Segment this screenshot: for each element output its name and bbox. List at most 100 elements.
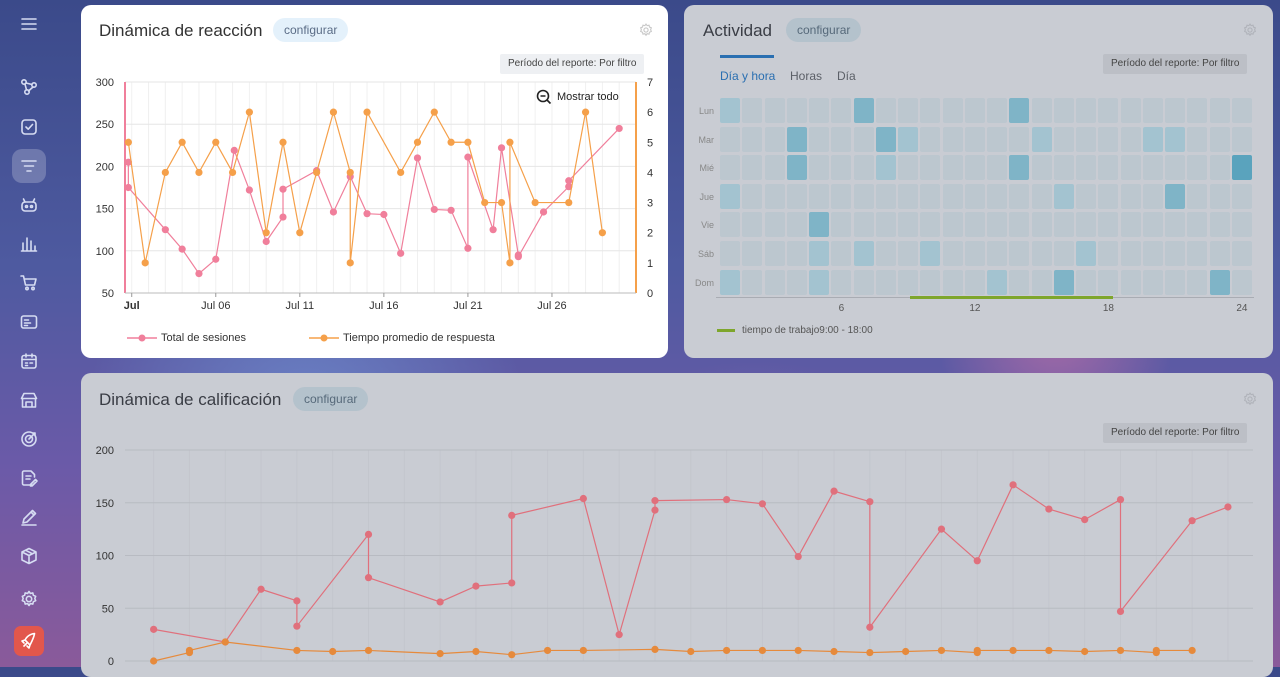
heatmap-cell[interactable] xyxy=(1031,126,1052,152)
heatmap-cell[interactable] xyxy=(831,212,852,238)
heatmap-cell[interactable] xyxy=(1120,126,1141,152)
heatmap-cell[interactable] xyxy=(742,212,763,238)
heatmap-cell[interactable] xyxy=(1098,98,1119,123)
heatmap-cell[interactable] xyxy=(831,126,852,152)
pen-icon[interactable] xyxy=(12,500,46,534)
heatmap-cell[interactable] xyxy=(1187,241,1208,266)
heatmap-cell[interactable] xyxy=(809,126,829,152)
activity-configure-button[interactable]: configurar xyxy=(786,18,862,42)
heatmap-cell[interactable] xyxy=(964,98,985,123)
heatmap-cell[interactable] xyxy=(1076,155,1096,181)
id-card-icon[interactable] xyxy=(12,305,46,339)
legend-response-time[interactable]: Tiempo promedio de respuesta xyxy=(309,332,495,344)
heatmap-cell[interactable] xyxy=(942,126,963,152)
heatmap-cell[interactable] xyxy=(987,98,1007,123)
heatmap-cell[interactable] xyxy=(1031,212,1052,238)
heatmap-cell[interactable] xyxy=(809,98,829,123)
heatmap-cell[interactable] xyxy=(1187,126,1208,152)
heatmap-cell[interactable] xyxy=(898,241,918,266)
heatmap-cell[interactable] xyxy=(1120,98,1141,123)
heatmap-cell[interactable] xyxy=(1209,241,1230,266)
heatmap-cell[interactable] xyxy=(1165,212,1185,238)
heatmap-cell[interactable] xyxy=(809,212,829,238)
heatmap-cell[interactable] xyxy=(1031,155,1052,181)
heatmap-cell[interactable] xyxy=(786,126,807,152)
reaction-period-filter[interactable]: Período del reporte: Por filtro xyxy=(500,54,645,74)
heatmap-cell[interactable] xyxy=(1231,155,1252,181)
edit-document-icon[interactable] xyxy=(12,461,46,495)
heatmap-cell[interactable] xyxy=(786,212,807,238)
heatmap-cell[interactable] xyxy=(1187,98,1208,123)
legend-sessions[interactable]: Total de sesiones xyxy=(127,332,246,344)
heatmap-cell[interactable] xyxy=(742,241,763,266)
rating-configure-button[interactable]: configurar xyxy=(293,387,369,411)
heatmap-cell[interactable] xyxy=(1231,183,1252,209)
store-icon[interactable] xyxy=(12,383,46,417)
heatmap-cell[interactable] xyxy=(875,98,896,123)
menu-icon[interactable] xyxy=(12,7,46,41)
heatmap-cell[interactable] xyxy=(742,183,763,209)
heatmap-cell[interactable] xyxy=(1009,155,1030,181)
heatmap-cell[interactable] xyxy=(1076,269,1096,295)
heatmap-cell[interactable] xyxy=(987,126,1007,152)
heatmap-cell[interactable] xyxy=(964,155,985,181)
heatmap-cell[interactable] xyxy=(1053,241,1074,266)
heatmap-cell[interactable] xyxy=(764,269,785,295)
heatmap-cell[interactable] xyxy=(786,183,807,209)
heatmap-cell[interactable] xyxy=(942,183,963,209)
heatmap-cell[interactable] xyxy=(898,183,918,209)
target-icon[interactable] xyxy=(12,422,46,456)
heatmap-cell[interactable] xyxy=(920,241,941,266)
heatmap-cell[interactable] xyxy=(920,155,941,181)
heatmap-cell[interactable] xyxy=(1053,269,1074,295)
heatmap-cell[interactable] xyxy=(1209,155,1230,181)
heatmap-cell[interactable] xyxy=(1187,155,1208,181)
cart-icon[interactable] xyxy=(12,266,46,300)
heatmap-cell[interactable] xyxy=(853,183,874,209)
heatmap-cell[interactable] xyxy=(1053,126,1074,152)
heatmap-cell[interactable] xyxy=(853,126,874,152)
activity-period-filter[interactable]: Período del reporte: Por filtro xyxy=(1103,54,1248,74)
heatmap-cell[interactable] xyxy=(764,183,785,209)
heatmap-cell[interactable] xyxy=(831,98,852,123)
heatmap-cell[interactable] xyxy=(720,155,740,181)
heatmap-cell[interactable] xyxy=(1098,155,1119,181)
heatmap-cell[interactable] xyxy=(898,155,918,181)
heatmap-cell[interactable] xyxy=(1120,241,1141,266)
heatmap-cell[interactable] xyxy=(1053,98,1074,123)
heatmap-cell[interactable] xyxy=(1142,126,1163,152)
heatmap-cell[interactable] xyxy=(987,241,1007,266)
heatmap-cell[interactable] xyxy=(964,269,985,295)
heatmap-cell[interactable] xyxy=(1209,126,1230,152)
heatmap-cell[interactable] xyxy=(742,269,763,295)
filter-icon[interactable] xyxy=(12,149,46,183)
show-all-button[interactable]: Mostrar todo xyxy=(536,89,619,105)
heatmap-cell[interactable] xyxy=(987,269,1007,295)
settings-icon[interactable] xyxy=(12,582,46,616)
heatmap-cell[interactable] xyxy=(764,126,785,152)
heatmap-cell[interactable] xyxy=(1009,126,1030,152)
heatmap-cell[interactable] xyxy=(1009,241,1030,266)
heatmap-cell[interactable] xyxy=(1076,126,1096,152)
heatmap-cell[interactable] xyxy=(786,241,807,266)
heatmap-cell[interactable] xyxy=(1187,183,1208,209)
heatmap-cell[interactable] xyxy=(1120,155,1141,181)
heatmap-cell[interactable] xyxy=(831,241,852,266)
heatmap-cell[interactable] xyxy=(875,155,896,181)
heatmap-cell[interactable] xyxy=(1165,269,1185,295)
heatmap-cell[interactable] xyxy=(875,212,896,238)
heatmap-cell[interactable] xyxy=(1187,269,1208,295)
heatmap-cell[interactable] xyxy=(742,126,763,152)
heatmap-cell[interactable] xyxy=(1120,183,1141,209)
heatmap-cell[interactable] xyxy=(1009,269,1030,295)
heatmap-cell[interactable] xyxy=(1209,98,1230,123)
heatmap-cell[interactable] xyxy=(1165,98,1185,123)
heatmap-cell[interactable] xyxy=(920,126,941,152)
heatmap-cell[interactable] xyxy=(1031,183,1052,209)
heatmap-cell[interactable] xyxy=(1165,155,1185,181)
heatmap-cell[interactable] xyxy=(786,98,807,123)
heatmap-cell[interactable] xyxy=(964,241,985,266)
heatmap-cell[interactable] xyxy=(964,183,985,209)
heatmap-cell[interactable] xyxy=(1209,212,1230,238)
heatmap-cell[interactable] xyxy=(964,212,985,238)
